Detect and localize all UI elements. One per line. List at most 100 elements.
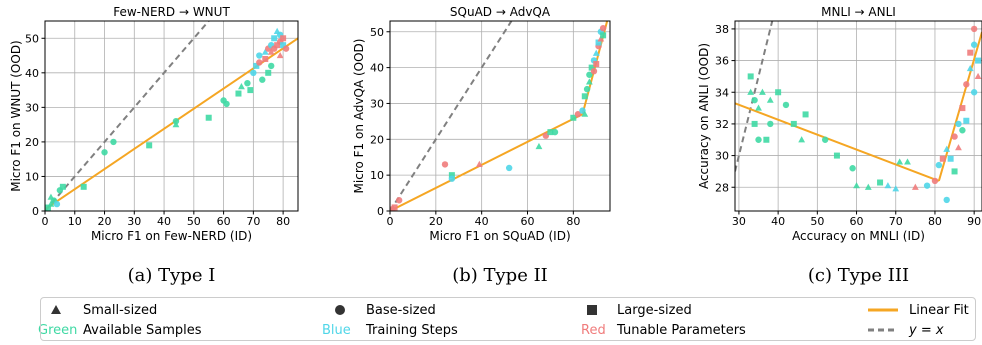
y-tick-label: 38 xyxy=(715,23,729,36)
axes-frame xyxy=(734,20,982,212)
data-point xyxy=(146,142,153,149)
x-tick-label: 60 xyxy=(850,215,864,228)
y-tick-label: 20 xyxy=(370,133,384,146)
data-point xyxy=(935,161,943,169)
data-point xyxy=(238,83,245,90)
data-point xyxy=(256,59,263,66)
x-tick-label: 0 xyxy=(387,215,394,228)
small-sized-marker-icon xyxy=(51,305,61,314)
x-tick-label: 30 xyxy=(732,215,746,228)
plot-area xyxy=(735,21,982,204)
data-point xyxy=(441,161,449,168)
legend-box xyxy=(40,297,976,341)
legend: Small-sized Base-sized Large-sized Linear F… xyxy=(38,303,969,338)
data-point xyxy=(274,42,281,49)
base-sized-marker-icon xyxy=(335,305,345,315)
x-tick-label: 30 xyxy=(127,215,141,228)
y-tick-label: 20 xyxy=(25,136,39,149)
data-point xyxy=(172,121,180,128)
chart-title: MNLI → ANLI xyxy=(821,5,896,19)
data-point xyxy=(821,136,829,143)
x-tick-label: 80 xyxy=(928,215,942,228)
data-point xyxy=(280,42,287,49)
data-point xyxy=(101,149,108,156)
data-point xyxy=(586,71,593,78)
axes-frame xyxy=(44,20,299,212)
x-tick-label: 70 xyxy=(889,215,903,228)
data-point xyxy=(595,39,602,46)
data-point xyxy=(244,79,251,87)
data-point xyxy=(798,136,806,143)
chart-panel-2: 0 20 40 60 80 0 10 20 30 40 50 SQuAD → AdvQA Micro F… xyxy=(352,5,611,286)
x-axis-label: Accuracy on MNLI (ID) xyxy=(792,229,925,243)
data-point xyxy=(276,51,284,59)
identity-line xyxy=(45,21,210,211)
data-point xyxy=(966,64,974,72)
x-tick-label: 60 xyxy=(217,215,231,228)
x-axis-label: Micro F1 on Few-NERD (ID) xyxy=(91,229,252,243)
legend-identity: y = x xyxy=(908,323,944,338)
x-tick-label: 70 xyxy=(246,215,260,228)
data-point xyxy=(259,76,266,83)
y-tick-label: 0 xyxy=(32,205,39,218)
data-point xyxy=(265,69,272,76)
x-tick-label: 50 xyxy=(187,215,201,228)
data-point xyxy=(47,200,55,207)
y-tick-label: 34 xyxy=(715,86,729,99)
identity-line xyxy=(735,21,774,172)
chart-title: Few-NERD → WNUT xyxy=(113,5,230,19)
x-tick-label: 60 xyxy=(521,215,535,228)
data-point xyxy=(963,81,970,88)
data-point xyxy=(939,155,946,162)
y-axis-label: Micro F1 on WNUT (OOD) xyxy=(9,40,23,192)
data-point xyxy=(551,128,559,136)
legend-tunable-parameters: Tunable Parameters xyxy=(616,323,746,338)
data-point xyxy=(790,120,797,127)
x-tick-label: 80 xyxy=(566,215,580,228)
y-tick-label: 30 xyxy=(715,150,729,163)
legend-blue-word: Blue xyxy=(322,323,351,338)
x-tick-label: 90 xyxy=(967,215,981,228)
identity-line xyxy=(390,21,513,211)
data-point xyxy=(581,110,589,117)
y-axis-label: Micro F1 on AdvQA (OOD) xyxy=(352,39,366,194)
data-point xyxy=(247,87,254,94)
data-point xyxy=(751,120,758,127)
data-point xyxy=(849,165,856,172)
data-point xyxy=(766,96,774,103)
data-point xyxy=(775,89,782,96)
x-tick-label: 20 xyxy=(429,215,443,228)
data-point xyxy=(759,88,766,95)
data-point xyxy=(535,142,543,150)
data-point xyxy=(802,111,809,118)
data-point xyxy=(747,88,755,95)
data-point xyxy=(53,200,61,208)
data-point xyxy=(599,24,607,32)
data-point xyxy=(590,67,598,75)
data-point xyxy=(974,72,982,80)
chart-panel-3: 30 40 50 60 70 80 90 28 30 32 34 36 38 MNLI → ANLI Acc… xyxy=(697,5,982,286)
data-point xyxy=(593,61,600,68)
figure-caption: (c) Type III xyxy=(808,265,909,286)
data-point xyxy=(975,57,982,64)
data-point xyxy=(271,35,278,42)
y-tick-label: 30 xyxy=(25,101,39,114)
plot-area xyxy=(45,21,298,211)
legend-small-sized: Small-sized xyxy=(83,303,157,318)
data-point xyxy=(262,56,269,62)
data-point xyxy=(751,96,758,104)
data-point xyxy=(943,196,950,204)
data-point xyxy=(955,144,962,151)
linear-fit-line xyxy=(390,113,583,211)
figure-caption: (a) Type I xyxy=(128,265,216,286)
data-point xyxy=(755,104,762,111)
legend-training-steps: Training Steps xyxy=(365,323,458,338)
data-point xyxy=(223,100,230,108)
plot-area xyxy=(390,21,609,211)
data-point xyxy=(782,101,790,109)
data-point xyxy=(923,182,931,189)
y-tick-label: 50 xyxy=(370,26,384,39)
data-point xyxy=(959,105,966,112)
data-point xyxy=(833,152,840,159)
